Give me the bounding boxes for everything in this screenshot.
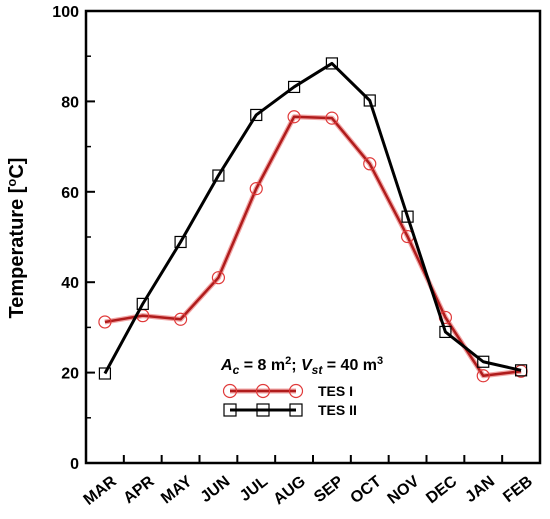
x-tick-label: MAR	[81, 473, 121, 509]
data-point	[325, 57, 339, 70]
data-point	[98, 315, 112, 329]
data-point	[325, 111, 339, 125]
legend: TES I TES II	[222, 383, 357, 418]
data-point	[363, 94, 376, 107]
legend-label-tes-ii: TES II	[318, 402, 357, 418]
series-tes-ii	[98, 57, 528, 380]
data-point	[250, 108, 263, 122]
x-tick-label: SEP	[311, 473, 347, 506]
data-point	[439, 325, 452, 339]
data-point	[174, 235, 187, 249]
x-tick-label: FEB	[500, 473, 536, 506]
x-tick-label: DEC	[423, 473, 460, 507]
series-line	[103, 61, 522, 375]
y-tick-label: 40	[61, 275, 79, 292]
data-point	[136, 297, 149, 310]
data-point	[401, 210, 414, 223]
x-tick-label: AUG	[270, 473, 308, 508]
x-tick-label: JAN	[462, 473, 498, 506]
data-point	[514, 364, 528, 377]
y-axis-label: Temperature [oC]	[4, 158, 28, 319]
x-tick-label: NOV	[385, 473, 423, 508]
data-point	[476, 369, 490, 383]
series-layer	[98, 57, 528, 383]
data-point	[211, 271, 226, 285]
data-point	[249, 182, 263, 196]
axes: 0 20 40 60 80 100 MAR APR MAY JUN JUL AUG SEP OCT NOV D…	[52, 4, 542, 509]
y-tick-label: 0	[70, 456, 79, 473]
legend-label-tes-i: TES I	[318, 383, 353, 399]
x-tick-label: JUL	[237, 473, 271, 505]
y-tick-label: 60	[61, 185, 79, 202]
plot-frame	[84, 9, 542, 465]
y-tick-label: 80	[61, 94, 79, 111]
x-tick-label: OCT	[348, 473, 385, 507]
data-point	[173, 312, 188, 326]
x-tick-label: MAY	[158, 473, 196, 508]
series-tes-i	[98, 110, 528, 383]
data-point	[363, 157, 377, 171]
y-tick-label: 20	[61, 366, 79, 383]
data-point	[212, 169, 225, 182]
data-point	[287, 80, 301, 94]
legend-entry-tes-i: TES I	[222, 383, 353, 399]
y-tick-label: 100	[52, 4, 79, 21]
x-tick-label: APR	[121, 473, 158, 507]
legend-entry-tes-ii: TES II	[223, 402, 357, 418]
data-point	[477, 355, 490, 368]
series-line	[104, 115, 522, 378]
data-point	[287, 110, 301, 124]
data-point	[98, 367, 112, 380]
annotation: Ac = 8 m2; Vst = 40 m3	[220, 355, 383, 377]
x-tick-label: JUN	[198, 473, 234, 506]
